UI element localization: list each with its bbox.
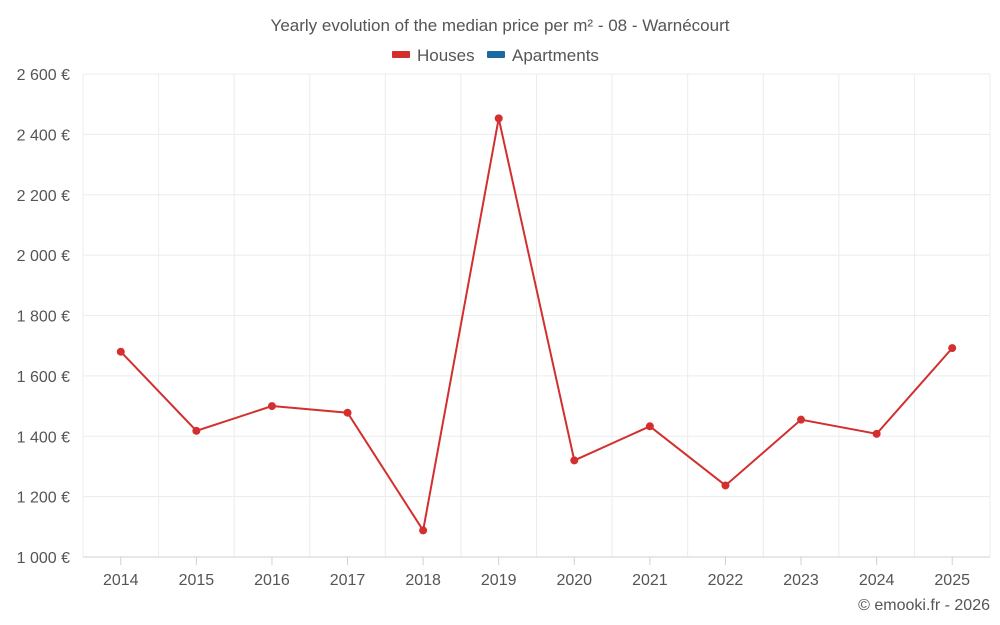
grid — [82, 73, 991, 557]
x-tick-label: 2025 — [934, 572, 970, 589]
x-tick-label: 2014 — [103, 572, 139, 589]
chart-title: Yearly evolution of the median price per… — [271, 16, 730, 35]
y-tick-label: 1 400 € — [17, 429, 70, 446]
legend-swatch-apartments — [487, 51, 505, 58]
x-axis: 2014 2015 2016 2017 2018 2019 2020 2021 2022 2023… — [83, 556, 990, 589]
x-tick-label: 2018 — [405, 572, 441, 589]
data-point[interactable] — [872, 429, 881, 438]
x-tick-label: 2015 — [179, 572, 215, 589]
data-point[interactable] — [494, 114, 503, 123]
y-tick-label: 2 200 € — [17, 188, 70, 205]
y-tick-label: 2 000 € — [17, 248, 70, 265]
x-tick-label: 2023 — [783, 572, 819, 589]
data-point[interactable] — [948, 344, 957, 353]
y-tick-label: 1 600 € — [17, 369, 70, 386]
x-tick-label: 2020 — [556, 572, 592, 589]
y-tick-label: 1 200 € — [17, 490, 70, 507]
x-tick-label: 2017 — [330, 572, 366, 589]
series-line-houses — [120, 118, 953, 534]
data-point[interactable] — [570, 456, 579, 465]
data-point[interactable] — [419, 526, 428, 535]
x-tick-label: 2022 — [708, 572, 744, 589]
data-point[interactable] — [343, 408, 352, 417]
y-tick-label: 1 800 € — [17, 309, 70, 326]
legend-swatch-houses — [392, 51, 410, 58]
data-point[interactable] — [721, 481, 730, 490]
data-point[interactable] — [267, 402, 276, 411]
series-houses — [116, 114, 957, 535]
x-tick-label: 2024 — [859, 572, 895, 589]
data-point[interactable] — [797, 415, 806, 424]
data-point[interactable] — [645, 422, 654, 431]
legend: Houses Apartments — [392, 46, 599, 65]
legend-label-apartments: Apartments — [512, 46, 599, 65]
y-tick-label: 2 400 € — [17, 127, 70, 144]
x-tick-label: 2016 — [254, 572, 290, 589]
legend-item-houses[interactable]: Houses — [392, 46, 475, 65]
x-tick-label: 2019 — [481, 572, 517, 589]
y-axis: 1 000 € 1 200 € 1 400 € 1 600 € 1 800 € 2 000… — [17, 67, 70, 567]
legend-item-apartments[interactable]: Apartments — [487, 46, 599, 65]
x-tick-label: 2021 — [632, 572, 668, 589]
legend-label-houses: Houses — [417, 46, 475, 65]
y-tick-label: 2 600 € — [17, 67, 70, 84]
data-point[interactable] — [192, 426, 201, 435]
y-tick-label: 1 000 € — [17, 550, 70, 567]
data-point[interactable] — [116, 347, 125, 356]
credit-text: © emooki.fr - 2026 — [858, 597, 990, 614]
